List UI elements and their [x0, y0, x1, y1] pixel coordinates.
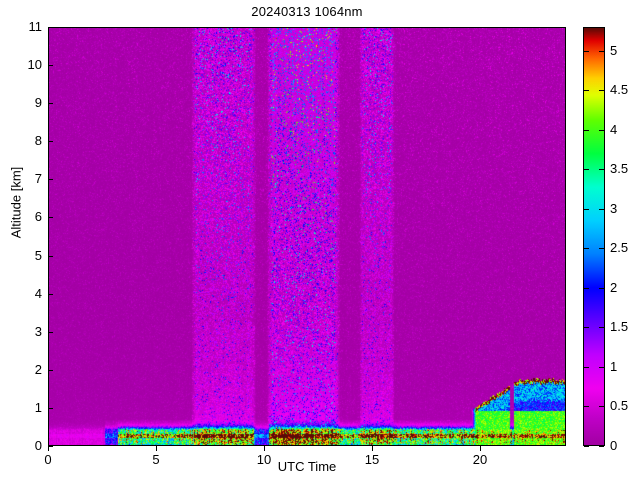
- colorbar-tick: [584, 406, 589, 407]
- y-tick-label: 11: [28, 19, 43, 34]
- x-tick: [372, 446, 373, 451]
- colorbar-tick-label: 4: [610, 122, 618, 137]
- x-tick: [48, 446, 49, 451]
- y-tick: [48, 408, 53, 409]
- colorbar-tick: [584, 367, 589, 368]
- y-tick: [48, 65, 53, 66]
- colorbar-tick: [584, 90, 589, 91]
- colorbar-tick: [599, 209, 604, 210]
- colorbar-tick-label: 4.5: [610, 82, 629, 97]
- x-tick: [264, 446, 265, 451]
- colorbar-tick: [599, 406, 604, 407]
- y-axis-label: Altitude [km]: [8, 166, 24, 239]
- y-tick-label: 6: [34, 209, 42, 224]
- y-tick: [48, 27, 53, 28]
- colorbar-tick: [584, 51, 589, 52]
- y-tick-label: 2: [34, 362, 42, 377]
- colorbar-tick-label: 2: [610, 280, 618, 295]
- colorbar-tick: [584, 248, 589, 249]
- colorbar-tick-label: 3.5: [610, 161, 629, 176]
- y-tick-label: 5: [34, 248, 42, 263]
- colorbar-tick-label: 0: [610, 438, 618, 453]
- x-tick-label: 15: [364, 452, 380, 467]
- colorbar-tick: [584, 130, 589, 131]
- y-tick-label: 8: [34, 133, 42, 148]
- colorbar-tick: [599, 130, 604, 131]
- colorbar-tick: [599, 327, 604, 328]
- x-tick: [480, 446, 481, 451]
- colorbar-tick: [584, 327, 589, 328]
- colorbar-tick: [584, 209, 589, 210]
- y-tick: [48, 294, 53, 295]
- colorbar-tick: [599, 169, 604, 170]
- y-tick: [48, 370, 53, 371]
- y-tick: [48, 217, 53, 218]
- colorbar-tick-label: 1: [610, 359, 618, 374]
- colorbar-tick-label: 2.5: [610, 240, 629, 255]
- y-tick: [48, 446, 53, 447]
- colorbar-tick: [584, 446, 589, 447]
- x-tick-label: 20: [472, 452, 488, 467]
- colorbar-tick: [599, 51, 604, 52]
- colorbar-tick: [584, 169, 589, 170]
- x-tick: [156, 446, 157, 451]
- x-tick-label: 10: [256, 452, 272, 467]
- x-tick-label: 0: [44, 452, 52, 467]
- colorbar-tick-label: 1.5: [610, 319, 629, 334]
- y-tick-label: 3: [34, 324, 42, 339]
- y-tick-label: 0: [34, 438, 42, 453]
- y-tick: [48, 103, 53, 104]
- x-axis-label: UTC Time: [277, 459, 337, 474]
- colorbar-tick-label: 3: [610, 201, 618, 216]
- colorbar: [583, 27, 605, 446]
- y-tick-label: 1: [34, 400, 42, 415]
- y-tick-label: 4: [34, 286, 42, 301]
- colorbar-tick: [599, 90, 604, 91]
- colorbar-tick: [599, 248, 604, 249]
- plot-area: [48, 27, 566, 446]
- colorbar-tick: [599, 367, 604, 368]
- heatmap-canvas: [49, 28, 565, 445]
- y-tick-label: 7: [34, 171, 42, 186]
- colorbar-tick: [599, 446, 604, 447]
- chart-title: 20240313 1064nm: [251, 4, 363, 19]
- y-tick: [48, 256, 53, 257]
- colorbar-tick-label: 5: [610, 43, 618, 58]
- y-tick: [48, 179, 53, 180]
- y-tick: [48, 141, 53, 142]
- y-tick: [48, 332, 53, 333]
- x-tick-label: 5: [152, 452, 160, 467]
- colorbar-canvas: [584, 28, 604, 445]
- colorbar-tick-label: 0.5: [610, 398, 629, 413]
- colorbar-tick: [584, 288, 589, 289]
- y-tick-label: 10: [27, 57, 42, 72]
- colorbar-tick: [599, 288, 604, 289]
- y-tick-label: 9: [34, 95, 42, 110]
